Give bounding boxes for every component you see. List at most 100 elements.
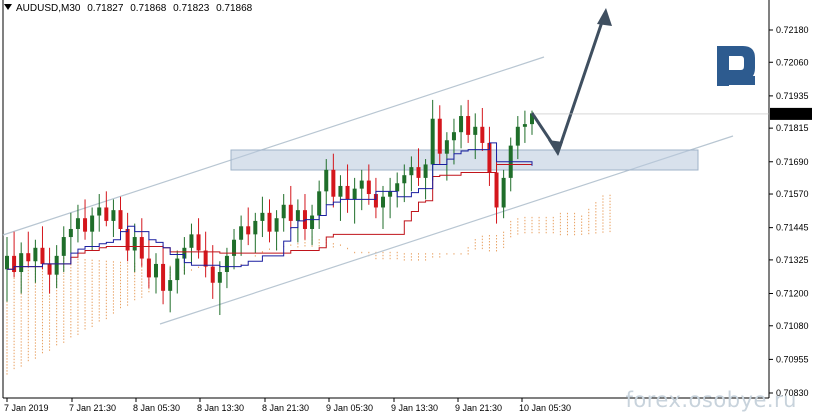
candle-body [310,215,315,229]
candle-body [402,175,407,184]
candle-body [210,266,215,283]
forecast-arrows [530,8,612,156]
x-tick-label: 9 Jan 05:30 [326,403,373,413]
y-tick-label: 0.72180 [776,25,809,35]
x-tick-label: 7 Jan 2019 [4,403,49,413]
candle-body [381,196,386,208]
candle-body [132,237,137,251]
candle-body [168,280,173,291]
candle-body [530,113,534,125]
candle-body [5,255,9,270]
support-zone [230,149,699,171]
last-price-box [770,107,812,120]
dropdown-triangle-icon[interactable] [4,4,12,10]
candles [5,99,534,316]
y-tick-label: 0.71570 [776,189,809,199]
candle-body [466,116,471,135]
candle-body [68,228,73,238]
candle-body [54,255,59,275]
x-tick-label: 8 Jan 13:30 [197,403,244,413]
y-tick-label: 0.71690 [776,157,809,167]
symbol-label: AUDUSD,M30 [16,3,81,14]
candle-body [139,237,144,259]
candle-body [444,140,449,154]
last-price-label: 0.71868 [773,109,806,119]
ichimoku-lines [7,142,533,270]
candle-body [522,124,527,127]
y-tick-label: 0.70830 [776,388,809,398]
candle-body [161,263,166,291]
y-tick-label: 0.71815 [776,123,809,133]
candle-body [388,191,393,197]
candle-body [61,237,66,256]
candle-body [26,253,31,262]
candle-body [459,116,464,133]
candle-body [232,239,237,256]
candle-body [480,126,485,143]
y-tick-label: 0.71445 [776,223,809,233]
candle-body [153,263,158,278]
x-tick-label: 7 Jan 21:30 [69,403,116,413]
candle-body [395,183,400,192]
candle-body [352,188,357,200]
price-axis: 0.72180 0.72060 0.71935 0.71815 0.71690 0.715… [769,25,809,398]
kijun-line [7,163,532,270]
candle-body [487,142,492,173]
candle-body [409,167,414,176]
x-tick-label: 10 Jan 05:30 [519,403,571,413]
robo-forex-r-logo [717,46,755,86]
candle-body [373,194,378,208]
candle-body [260,212,265,221]
candle-body [324,169,329,192]
close-value: 0.71868 [216,3,253,14]
x-tick-label: 9 Jan 13:30 [391,403,438,413]
candle-body [430,118,435,165]
x-tick-label: 9 Jan 21:30 [455,403,502,413]
candle-body [451,132,456,141]
candle-body [125,228,130,251]
y-tick-label: 0.71935 [776,91,809,101]
candle-body [317,191,322,216]
candle-body [196,234,201,251]
candle-body [104,207,109,221]
open-value: 0.71827 [87,3,124,14]
candle-body [274,218,279,232]
arrowhead-up [597,8,612,26]
candle-body [345,185,350,200]
candle-body [366,180,371,195]
candle-body [75,218,80,229]
time-axis: 7 Jan 2019 7 Jan 21:30 8 Jan 05:30 8 Jan 13… [4,398,571,413]
candle-body [12,255,17,272]
candle-body [111,210,116,221]
candle-body [295,210,300,221]
y-tick-label: 0.71080 [776,321,809,331]
tenkan-line [7,142,533,270]
candle-body [33,247,38,262]
y-tick-label: 0.71200 [776,289,809,299]
candle-body [118,210,123,229]
candle-body [501,177,506,208]
candle-body [423,164,428,178]
candle-body [515,126,520,146]
x-tick-label: 8 Jan 21:30 [262,403,309,413]
candle-body [175,258,180,281]
last-price-tag: 0.71868 [534,107,812,120]
candle-body [246,226,251,235]
candle-body [182,247,187,259]
candle-body [288,204,293,221]
low-value: 0.71823 [173,3,210,14]
y-tick-label: 0.71325 [776,255,809,265]
candle-body [97,207,102,216]
candle-body [359,180,364,189]
candle-body [331,169,336,197]
candle-body [494,172,499,208]
candle-body [239,226,244,240]
high-value: 0.71868 [130,3,167,14]
candle-body [473,126,478,135]
candle-body [40,247,45,264]
candle-body [416,167,421,178]
candle-body [224,255,229,272]
